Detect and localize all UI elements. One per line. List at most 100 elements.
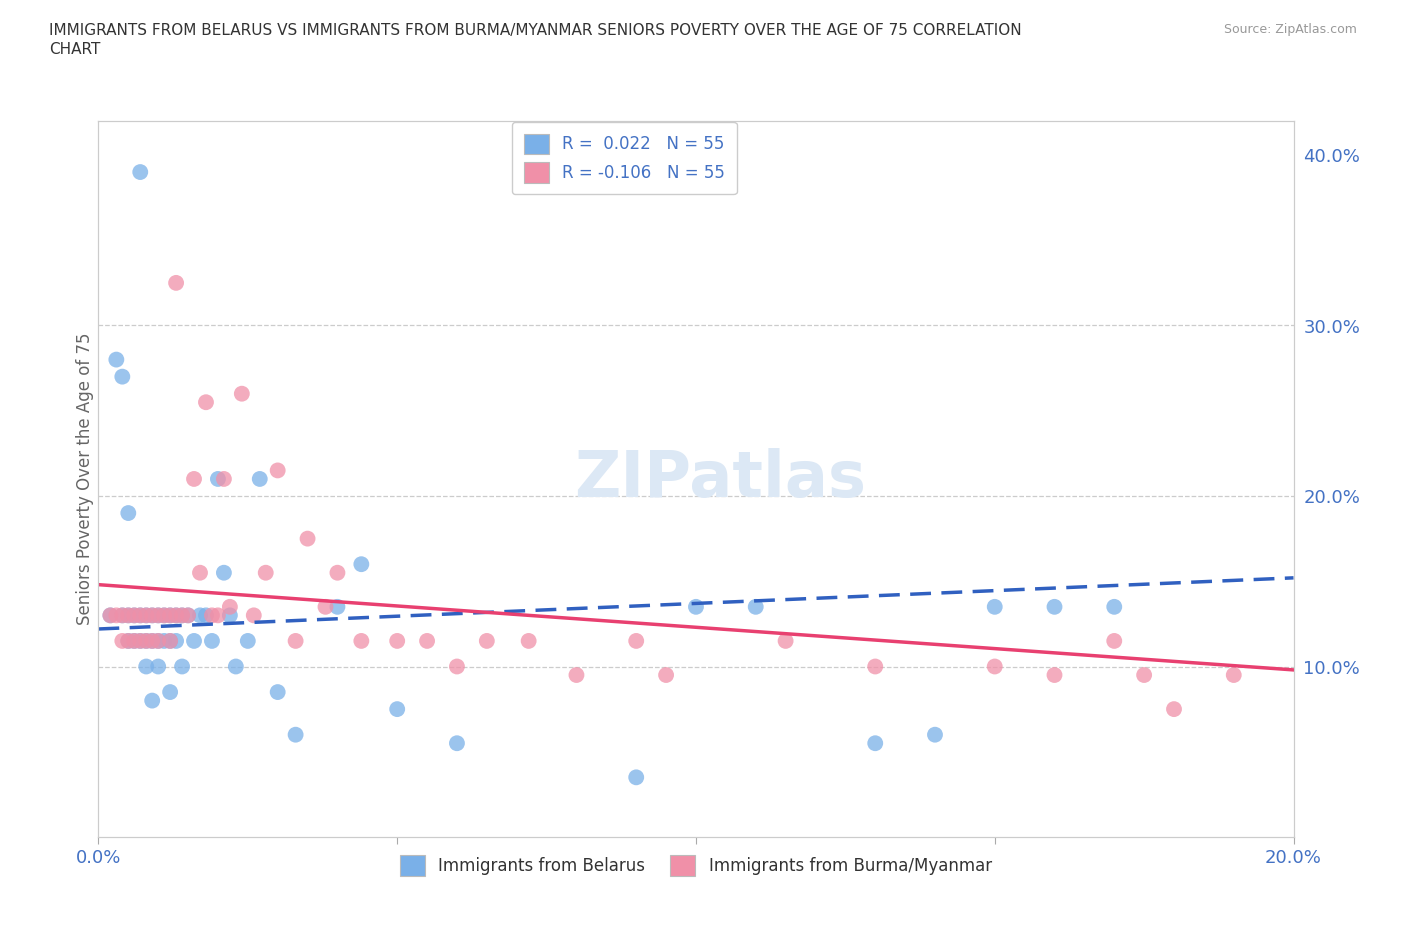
Point (105, 352, 128, 367)
Point (231, 386, 253, 401)
Point (129, 608, 152, 623)
Point (124, 608, 146, 623)
Point (385, 702, 409, 717)
Point (1104, 633, 1126, 648)
Point (984, 600, 1007, 615)
Point (148, 633, 170, 648)
Point (249, 472, 271, 486)
Point (207, 608, 229, 623)
Point (865, 736, 887, 751)
Point (111, 633, 134, 648)
Point (117, 506, 139, 521)
Point (315, 600, 337, 615)
Point (924, 727, 946, 742)
Point (135, 608, 157, 623)
Point (124, 633, 146, 648)
Point (141, 693, 163, 708)
Point (153, 608, 176, 623)
Point (172, 608, 194, 623)
Point (98, 608, 122, 623)
Point (865, 659, 887, 674)
Point (219, 608, 242, 623)
Point (124, 633, 146, 648)
Point (984, 659, 1007, 674)
Point (165, 275, 187, 290)
Point (111, 608, 134, 623)
Point (236, 633, 259, 648)
Point (159, 684, 181, 699)
Point (159, 608, 181, 623)
Point (141, 633, 163, 648)
Point (172, 608, 194, 623)
Point (475, 633, 498, 648)
Point (159, 633, 181, 648)
Point (153, 633, 176, 648)
Point (117, 633, 139, 648)
Point (165, 633, 187, 648)
Point (685, 600, 707, 615)
Point (129, 633, 152, 648)
Point (446, 736, 468, 751)
Point (188, 608, 211, 623)
Point (446, 659, 468, 674)
Point (148, 608, 170, 623)
Point (135, 633, 157, 648)
Point (745, 600, 768, 615)
Point (297, 531, 319, 546)
Point (326, 600, 349, 615)
Point (177, 608, 200, 623)
Point (267, 463, 290, 478)
Point (195, 394, 218, 409)
Point (153, 608, 176, 623)
Point (1223, 668, 1246, 683)
Point (124, 608, 146, 623)
Point (517, 633, 540, 648)
Point (201, 608, 224, 623)
Point (117, 633, 139, 648)
Point (626, 633, 648, 648)
Point (141, 633, 163, 648)
Point (207, 472, 229, 486)
Point (135, 608, 157, 623)
Point (416, 633, 439, 648)
Point (284, 727, 307, 742)
Point (159, 608, 181, 623)
Point (267, 684, 290, 699)
Text: ZIPatlas: ZIPatlas (574, 448, 866, 510)
Point (177, 608, 200, 623)
Point (117, 608, 139, 623)
Point (148, 633, 170, 648)
Point (201, 633, 224, 648)
Point (626, 770, 648, 785)
Point (775, 633, 797, 648)
Point (148, 659, 170, 674)
Point (1043, 600, 1066, 615)
Point (212, 565, 235, 580)
Point (655, 668, 678, 683)
Point (350, 557, 373, 572)
Point (183, 472, 205, 486)
Point (284, 633, 307, 648)
Point (129, 608, 152, 623)
Point (98, 608, 122, 623)
Point (105, 608, 128, 623)
Point (225, 659, 247, 674)
Point (1043, 668, 1066, 683)
Point (111, 369, 134, 384)
Point (165, 608, 187, 623)
Point (1133, 668, 1156, 683)
Legend: Immigrants from Belarus, Immigrants from Burma/Myanmar: Immigrants from Belarus, Immigrants from… (394, 849, 998, 883)
Point (212, 472, 235, 486)
Text: Source: ZipAtlas.com: Source: ZipAtlas.com (1223, 23, 1357, 36)
Point (243, 608, 266, 623)
Point (254, 565, 277, 580)
Point (188, 565, 211, 580)
Text: CHART: CHART (49, 42, 101, 57)
Point (385, 633, 409, 648)
Point (117, 608, 139, 623)
Point (183, 633, 205, 648)
Point (1104, 600, 1126, 615)
Point (135, 659, 157, 674)
Point (172, 659, 194, 674)
Point (135, 633, 157, 648)
